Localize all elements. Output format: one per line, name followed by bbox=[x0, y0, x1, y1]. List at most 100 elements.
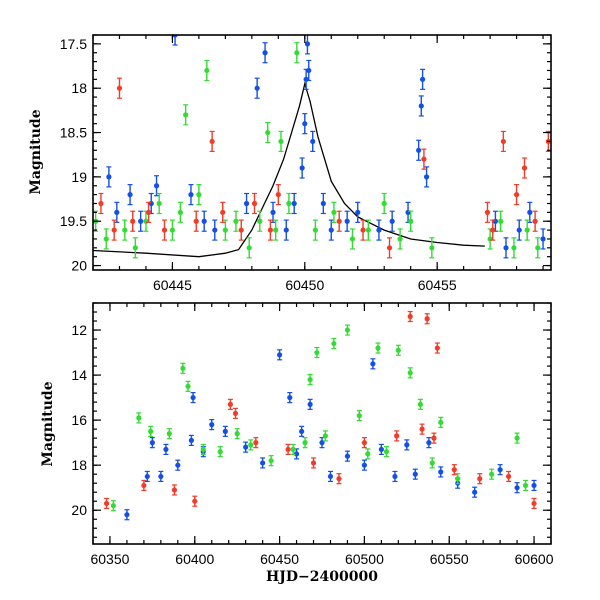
green-data-point bbox=[312, 219, 318, 241]
red-data-point bbox=[360, 219, 366, 241]
green-data-point bbox=[522, 479, 529, 492]
red-data-point bbox=[336, 210, 342, 232]
green-data-point bbox=[375, 342, 381, 354]
blue-data-point bbox=[310, 130, 316, 153]
green-data-point bbox=[429, 457, 435, 469]
green-data-point bbox=[196, 184, 202, 206]
blue-data-point bbox=[497, 464, 503, 476]
green-data-point bbox=[156, 192, 162, 215]
y-tick-label: 20 bbox=[71, 502, 87, 518]
red-data-point bbox=[267, 219, 273, 241]
y-tick-label: 16 bbox=[71, 412, 87, 428]
top-y-axis-title: Magnitude bbox=[28, 109, 44, 194]
red-data-point bbox=[145, 201, 152, 223]
green-data-point bbox=[524, 219, 530, 241]
bottom-x-axis-title: HJD−2400000 bbox=[266, 569, 378, 585]
red-data-point bbox=[116, 77, 123, 99]
blue-data-point bbox=[262, 42, 268, 64]
green-data-point bbox=[365, 219, 371, 241]
green-data-point bbox=[535, 237, 541, 259]
red-data-point bbox=[251, 192, 258, 215]
blue-data-point bbox=[361, 459, 368, 471]
red-data-point bbox=[361, 437, 368, 449]
red-data-point bbox=[484, 201, 491, 223]
blue-data-point bbox=[320, 192, 326, 215]
blue-data-point bbox=[299, 425, 305, 437]
blue-data-point bbox=[392, 470, 398, 483]
y-tick-label: 14 bbox=[71, 367, 87, 383]
green-data-point bbox=[331, 201, 337, 223]
blue-data-point bbox=[420, 68, 426, 90]
blue-data-point bbox=[389, 210, 395, 232]
green-data-point bbox=[438, 416, 444, 428]
red-data-point bbox=[227, 398, 233, 410]
blue-data-point bbox=[423, 166, 430, 188]
blue-data-point bbox=[328, 219, 334, 241]
green-data-point bbox=[322, 430, 328, 442]
green-data-point bbox=[177, 201, 183, 223]
green-data-point bbox=[511, 237, 517, 259]
blue-data-point bbox=[344, 210, 350, 232]
green-data-point bbox=[222, 219, 228, 241]
blue-data-point bbox=[514, 482, 520, 494]
blue-data-point bbox=[163, 443, 169, 456]
green-data-point bbox=[331, 337, 337, 350]
green-data-point bbox=[395, 344, 401, 356]
red-data-point bbox=[394, 430, 400, 442]
blue-data-point bbox=[175, 459, 181, 471]
blue-data-point bbox=[516, 219, 522, 241]
y-tick-label: 18 bbox=[71, 80, 87, 96]
blue-data-point bbox=[127, 184, 133, 206]
bottom-panel: 60350 60400 60450 60500 60550 60600 12 14 16 18 20… bbox=[40, 302, 554, 585]
green-data-point bbox=[257, 210, 263, 232]
model-curve bbox=[93, 81, 485, 258]
red-data-point bbox=[141, 479, 147, 492]
green-data-point bbox=[417, 398, 423, 410]
blue-data-point bbox=[503, 237, 509, 259]
y-tick-label: 20 bbox=[71, 258, 87, 274]
blue-data-point bbox=[376, 219, 382, 241]
blue-data-point bbox=[283, 219, 289, 241]
red-data-point bbox=[419, 423, 425, 435]
blue-data-point bbox=[418, 95, 424, 117]
green-data-point bbox=[132, 237, 138, 259]
red-data-point bbox=[407, 310, 413, 323]
blue-data-point bbox=[299, 157, 305, 179]
blue-data-point bbox=[302, 113, 308, 135]
green-data-point bbox=[180, 362, 186, 374]
blue-data-point bbox=[254, 77, 260, 99]
blue-data-point bbox=[201, 210, 207, 232]
red-data-point bbox=[431, 432, 437, 444]
blue-data-point bbox=[153, 175, 160, 197]
red-data-point bbox=[111, 219, 117, 241]
red-data-point bbox=[310, 457, 317, 469]
green-data-point bbox=[185, 380, 191, 392]
green-data-point bbox=[183, 104, 189, 126]
green-data-point bbox=[290, 443, 296, 456]
x-tick-label: 60550 bbox=[430, 551, 469, 567]
y-tick-label: 18 bbox=[71, 457, 87, 473]
blue-data-point bbox=[188, 434, 194, 446]
red-data-point bbox=[513, 184, 520, 206]
blue-data-point bbox=[190, 391, 196, 404]
green-data-point bbox=[302, 437, 308, 449]
y-tick-label: 19 bbox=[71, 169, 87, 185]
red-data-point bbox=[161, 219, 168, 241]
green-data-point bbox=[286, 192, 292, 215]
blue-data-point bbox=[144, 470, 150, 483]
blue-data-point bbox=[304, 35, 311, 55]
red-data-point bbox=[253, 437, 259, 449]
red-data-point bbox=[434, 342, 440, 354]
blue-data-point bbox=[188, 184, 194, 206]
green-data-point bbox=[103, 228, 109, 250]
red-data-point bbox=[193, 210, 199, 232]
blue-data-point bbox=[540, 228, 546, 250]
red-data-point bbox=[171, 484, 178, 496]
green-data-point bbox=[356, 410, 362, 422]
y-tick-label: 19.5 bbox=[60, 213, 87, 229]
green-data-point bbox=[204, 59, 210, 82]
x-tick-label: 60350 bbox=[90, 551, 129, 567]
green-data-point bbox=[408, 210, 414, 232]
blue-data-point bbox=[306, 59, 312, 82]
